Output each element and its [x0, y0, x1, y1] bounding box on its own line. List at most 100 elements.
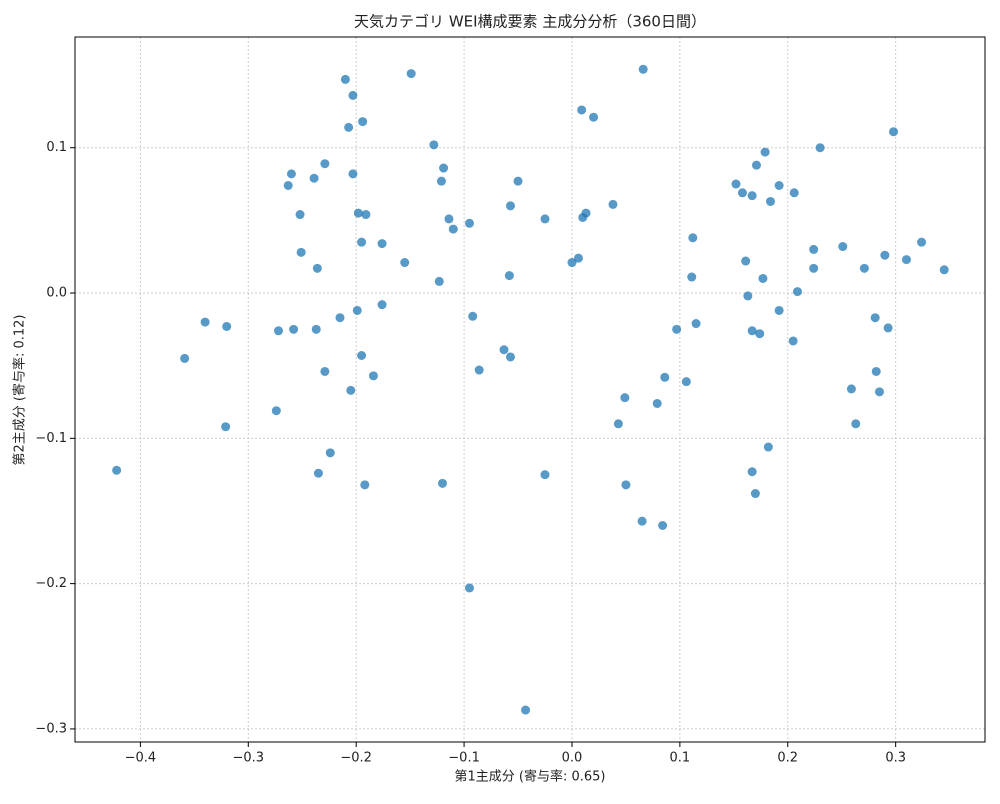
- point: [273, 326, 283, 336]
- y-tick-label: −0.1: [35, 431, 67, 446]
- point: [429, 140, 439, 150]
- point: [112, 465, 122, 475]
- point: [504, 271, 514, 281]
- point: [889, 127, 899, 137]
- point: [660, 372, 670, 382]
- point: [348, 90, 358, 100]
- point: [464, 218, 474, 228]
- point: [859, 263, 869, 273]
- point: [352, 305, 362, 315]
- point: [271, 406, 281, 416]
- point: [792, 287, 802, 297]
- point: [320, 366, 330, 376]
- point: [320, 159, 330, 169]
- point: [340, 74, 350, 84]
- point: [815, 143, 825, 153]
- x-tick-label: −0.1: [448, 751, 480, 766]
- point: [348, 169, 358, 179]
- point: [608, 199, 618, 209]
- point: [344, 122, 354, 132]
- point: [309, 173, 319, 183]
- point: [687, 272, 697, 282]
- point: [200, 317, 210, 327]
- point: [468, 311, 478, 321]
- point: [357, 350, 367, 360]
- point: [681, 377, 691, 387]
- point: [901, 255, 911, 265]
- y-tick-label: −0.3: [35, 721, 67, 736]
- point: [758, 273, 768, 283]
- point: [789, 188, 799, 198]
- point: [741, 256, 751, 266]
- point: [747, 191, 757, 201]
- point: [521, 705, 531, 715]
- point: [505, 352, 515, 362]
- point: [540, 214, 550, 224]
- point: [589, 112, 599, 122]
- point: [361, 210, 371, 220]
- point: [573, 253, 583, 263]
- x-tick-label: 0.0: [562, 751, 583, 766]
- point: [581, 208, 591, 218]
- point: [377, 239, 387, 249]
- x-tick-label: 0.1: [670, 751, 691, 766]
- point: [296, 247, 306, 257]
- point: [613, 419, 623, 429]
- point: [464, 583, 474, 593]
- point: [434, 276, 444, 286]
- point: [652, 398, 662, 408]
- point: [312, 263, 322, 273]
- point: [751, 160, 761, 170]
- y-tick-label: −0.2: [35, 576, 67, 591]
- x-tick-label: 0.3: [885, 751, 906, 766]
- point: [788, 336, 798, 346]
- chart-title: 天気カテゴリ WEI構成要素 主成分分析（360日間）: [354, 13, 706, 31]
- point: [406, 69, 416, 79]
- point: [448, 224, 458, 234]
- y-tick-label: 0.1: [46, 140, 67, 155]
- point: [353, 208, 363, 218]
- point: [513, 176, 523, 186]
- x-tick-label: −0.2: [340, 751, 372, 766]
- point: [755, 329, 765, 339]
- point: [871, 366, 881, 376]
- point: [295, 210, 305, 220]
- point: [221, 422, 231, 432]
- plot-frame: [74, 36, 986, 743]
- x-tick-label: −0.3: [232, 751, 264, 766]
- point: [577, 105, 587, 115]
- point: [658, 521, 668, 531]
- point: [439, 163, 449, 173]
- point: [880, 250, 890, 260]
- point: [325, 448, 335, 458]
- point: [289, 324, 299, 334]
- point: [437, 478, 447, 488]
- point: [870, 313, 880, 323]
- point: [377, 300, 387, 310]
- point: [346, 385, 356, 395]
- point: [917, 237, 927, 247]
- point: [222, 321, 232, 331]
- point: [499, 345, 509, 355]
- point: [874, 387, 884, 397]
- point: [809, 263, 819, 273]
- point: [883, 323, 893, 333]
- point: [620, 393, 630, 403]
- x-tick-label: 0.2: [777, 751, 798, 766]
- point: [357, 237, 367, 247]
- point: [286, 169, 296, 179]
- point: [743, 291, 753, 301]
- point: [851, 419, 861, 429]
- point: [750, 489, 760, 499]
- point: [760, 147, 770, 157]
- point: [672, 324, 682, 334]
- point: [311, 324, 321, 334]
- point: [444, 214, 454, 224]
- point: [737, 188, 747, 198]
- point: [838, 242, 848, 252]
- point: [368, 371, 378, 381]
- point: [747, 326, 757, 336]
- point: [335, 313, 345, 323]
- point: [540, 470, 550, 480]
